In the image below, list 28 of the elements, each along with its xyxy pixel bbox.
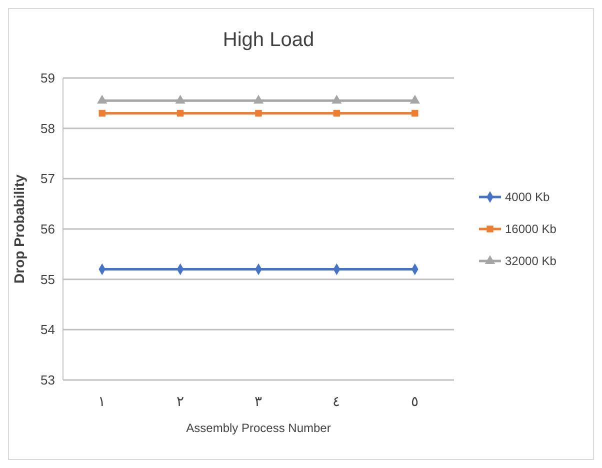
- x-tick-label: ١: [98, 393, 106, 409]
- point: [332, 94, 342, 104]
- y-tick-label: 53: [40, 372, 55, 388]
- x-tick-label: ٥: [410, 393, 419, 409]
- y-tick-label: 56: [40, 222, 55, 237]
- y-tick-label: 59: [40, 70, 55, 86]
- point: [97, 94, 108, 104]
- point: [333, 110, 340, 117]
- x-tick-label: ٤: [332, 393, 341, 409]
- legend-label: 32000 Kb: [505, 254, 557, 268]
- y-tick-label: 54: [40, 322, 55, 338]
- point: [412, 110, 418, 117]
- point: [253, 94, 264, 104]
- point: [175, 94, 186, 104]
- legend-label: 16000 Kb: [505, 222, 557, 236]
- x-tick-label: ٢: [176, 393, 184, 409]
- point: [410, 94, 420, 104]
- y-tick-label: 58: [40, 120, 55, 136]
- y-tick-label: 57: [40, 171, 55, 186]
- point: [176, 110, 184, 117]
- x-axis-title: Assembly Process Number: [186, 421, 331, 435]
- y-tick-label: 55: [40, 272, 55, 287]
- point: [98, 110, 106, 117]
- point: [255, 110, 262, 117]
- legend-label: 4000 Kb: [505, 190, 550, 204]
- x-tick-label: ٣: [254, 393, 262, 409]
- chart-title: High Load: [222, 29, 314, 51]
- y-axis-title: Drop Probability: [11, 174, 27, 284]
